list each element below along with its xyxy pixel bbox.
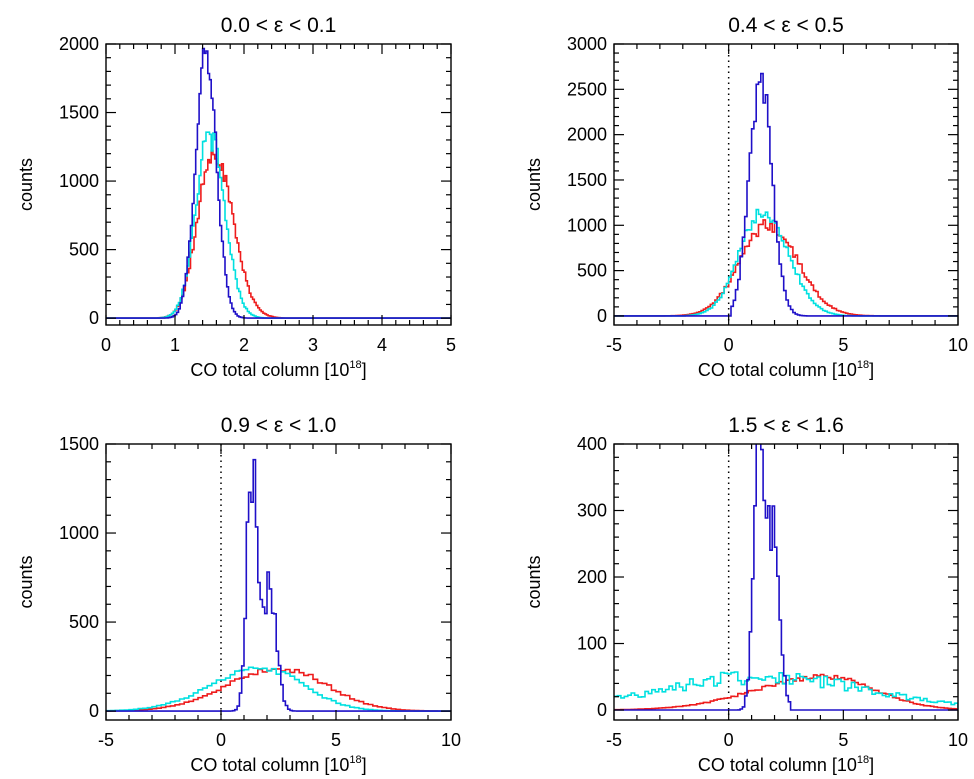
- y-tick-label: 0: [597, 306, 607, 326]
- series-2-histogram: [106, 666, 451, 712]
- x-tick-label: 0: [101, 335, 111, 355]
- x-axis-label-exponent: 18: [857, 754, 869, 766]
- plot-area: [106, 47, 451, 319]
- chart-panel-1: 0 1 2 3 4 5 0 500 1000 1500 2000 0.0 < ε < 0.1 CO to…: [16, 14, 456, 380]
- series-2-histogram: [106, 131, 451, 319]
- x-axis-label-exponent: 18: [857, 359, 869, 371]
- x-axis-label: CO total column [1018]: [698, 359, 874, 380]
- y-tick-label: 2000: [567, 125, 607, 145]
- x-axis-label: CO total column [1018]: [190, 359, 366, 380]
- x-tick-label: 10: [948, 335, 968, 355]
- chart-title: 1.5 < ε < 1.6: [728, 414, 844, 437]
- series-1-histogram: [106, 47, 451, 319]
- y-tick-label: 400: [577, 434, 607, 454]
- axes-frame: [613, 43, 959, 326]
- x-tick-label: 10: [441, 730, 461, 750]
- x-axis-label-close: ]: [869, 360, 874, 380]
- y-axis-label: counts: [16, 555, 36, 608]
- x-tick-label: 1: [170, 335, 180, 355]
- plot-area: [614, 44, 958, 325]
- series-3-histogram: [614, 219, 958, 317]
- x-axis-label-text: CO total column [10: [190, 360, 349, 380]
- x-tick-label: 2: [239, 335, 249, 355]
- x-tick-label: 4: [377, 335, 387, 355]
- x-tick-label: 0: [724, 730, 734, 750]
- x-axis-label-exponent: 18: [349, 754, 361, 766]
- y-tick-label: 1500: [59, 103, 99, 123]
- x-axis-label-close: ]: [869, 755, 874, 775]
- y-tick-label: 200: [577, 567, 607, 587]
- y-axis-label: counts: [524, 555, 544, 608]
- x-tick-label: 0: [724, 335, 734, 355]
- chart-panel-3: -5 0 5 10 0 500 1000 1500 0.9 < ε < 1.0 CO total …: [16, 414, 461, 775]
- x-tick-label: 5: [838, 730, 848, 750]
- y-tick-label: 300: [577, 501, 607, 521]
- axes-frame: [613, 443, 959, 721]
- y-tick-label: 2500: [567, 79, 607, 99]
- y-tick-label: 1000: [59, 523, 99, 543]
- x-axis-label: CO total column [1018]: [190, 754, 366, 775]
- x-tick-label: 5: [838, 335, 848, 355]
- plot-area: [614, 444, 958, 720]
- y-tick-label: 0: [89, 308, 99, 328]
- y-axis-label: counts: [16, 158, 36, 211]
- x-axis-label: CO total column [1018]: [698, 754, 874, 775]
- x-axis-label-close: ]: [362, 755, 367, 775]
- y-tick-label: 1500: [567, 170, 607, 190]
- x-axis-label-close: ]: [362, 360, 367, 380]
- y-tick-label: 2000: [59, 34, 99, 54]
- x-tick-label: 3: [308, 335, 318, 355]
- x-axis-label-exponent: 18: [349, 359, 361, 371]
- y-tick-label: 1000: [567, 215, 607, 235]
- x-tick-label: -5: [606, 730, 622, 750]
- y-axis-label: counts: [524, 158, 544, 211]
- x-tick-label: 0: [216, 730, 226, 750]
- x-axis-label-text: CO total column [10: [698, 360, 857, 380]
- x-tick-label: -5: [98, 730, 114, 750]
- chart-panel-2: -5 0 5 10 0 500 1000 1500 2000 2500 3000 0.4 < ε < …: [524, 14, 968, 380]
- y-tick-label: 1500: [59, 434, 99, 454]
- chart-title: 0.4 < ε < 0.5: [728, 14, 844, 37]
- y-tick-label: 3000: [567, 34, 607, 54]
- x-tick-label: 5: [331, 730, 341, 750]
- x-axis-label-text: CO total column [10: [698, 755, 857, 775]
- series-1-histogram: [614, 444, 958, 711]
- chart-title: 0.0 < ε < 0.1: [221, 14, 337, 37]
- series-2-histogram: [614, 671, 958, 711]
- y-tick-label: 500: [69, 612, 99, 632]
- x-tick-label: 5: [446, 335, 456, 355]
- y-tick-label: 0: [597, 700, 607, 720]
- chart-title: 0.9 < ε < 1.0: [221, 414, 337, 437]
- axes-frame: [105, 43, 452, 326]
- x-tick-label: -5: [606, 335, 622, 355]
- x-tick-label: 10: [948, 730, 968, 750]
- y-tick-label: 0: [89, 701, 99, 721]
- series-3-histogram: [106, 149, 451, 319]
- series-1-histogram: [614, 72, 958, 317]
- series-1-histogram: [106, 458, 451, 712]
- y-tick-label: 500: [577, 261, 607, 281]
- y-tick-label: 1000: [59, 171, 99, 191]
- y-tick-label: 500: [69, 240, 99, 260]
- series-3-histogram: [614, 673, 958, 711]
- plot-area: [106, 444, 451, 720]
- y-tick-label: 100: [577, 634, 607, 654]
- axes-frame: [105, 443, 452, 721]
- x-axis-label-text: CO total column [10: [190, 755, 349, 775]
